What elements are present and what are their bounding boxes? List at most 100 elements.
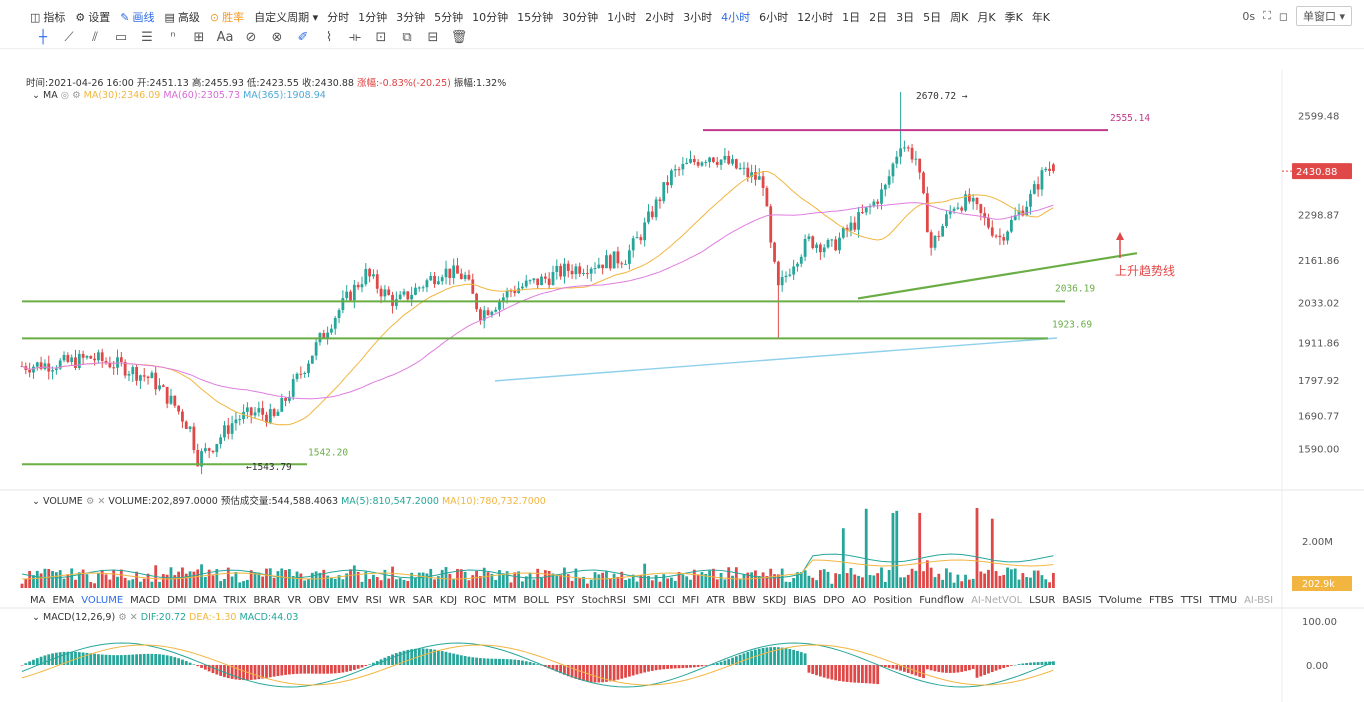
- indicator-tab[interactable]: EMA: [52, 595, 75, 606]
- indicator-tab[interactable]: ATR: [706, 595, 726, 606]
- period-tab[interactable]: 5分钟: [434, 11, 464, 24]
- period-tab[interactable]: 6小时: [759, 11, 789, 24]
- indicator-tab[interactable]: AO: [851, 595, 867, 606]
- indicator-tab[interactable]: EMV: [336, 595, 359, 606]
- indicator-tab[interactable]: BASIS: [1062, 595, 1092, 606]
- period-tab[interactable]: 10分钟: [472, 11, 509, 24]
- indicator-tab[interactable]: CCI: [657, 595, 675, 606]
- delete-icon[interactable]: 🗑: [450, 29, 468, 45]
- period-tab[interactable]: 分时: [327, 11, 350, 24]
- toolbar-item-1[interactable]: ⚙ 设置: [75, 9, 110, 25]
- window-mode-select[interactable]: 单窗口 ▾: [1295, 6, 1352, 26]
- period-tab[interactable]: 1小时: [607, 11, 637, 24]
- measure-icon[interactable]: ⊞: [193, 29, 205, 45]
- indicator-tab[interactable]: KDJ: [439, 595, 458, 606]
- indicator-tab[interactable]: MA: [30, 595, 46, 606]
- indicator-tab[interactable]: DMA: [193, 595, 217, 606]
- toolbar-item-3[interactable]: ▤ 高级: [165, 9, 200, 25]
- indicator-tab[interactable]: AI-BSI: [1244, 595, 1274, 606]
- fullscreen-icon[interactable]: ⛶: [1263, 9, 1271, 22]
- period-tab[interactable]: 1分钟: [358, 11, 388, 24]
- toolbar-item-2[interactable]: ✎ 画线: [120, 9, 154, 25]
- indicator-tab[interactable]: MFI: [681, 595, 700, 606]
- period-tab[interactable]: 季K: [1004, 11, 1023, 24]
- period-tab[interactable]: 30分钟: [562, 11, 599, 24]
- period-tab[interactable]: 3小时: [683, 11, 713, 24]
- period-tab[interactable]: 2小时: [645, 11, 675, 24]
- rectangle-icon[interactable]: ▭: [114, 29, 128, 45]
- text-icon[interactable]: Aa: [216, 29, 234, 45]
- indicator-tab[interactable]: SKDJ: [762, 595, 787, 606]
- parallel-lines-icon[interactable]: ⫽: [92, 29, 98, 45]
- fib-icon[interactable]: ⁿ: [170, 29, 176, 45]
- eye-icon[interactable]: ◎: [60, 90, 70, 101]
- screenshot-icon[interactable]: ◻: [1278, 9, 1288, 23]
- indicator-tab[interactable]: Fundflow: [919, 595, 965, 606]
- period-tab[interactable]: 3日: [896, 11, 915, 24]
- eraser-icon[interactable]: ✐: [297, 29, 309, 45]
- indicator-tab[interactable]: BIAS: [793, 595, 817, 606]
- indicator-tab[interactable]: PSY: [556, 595, 575, 606]
- horizontal-lines-icon[interactable]: ☰: [141, 29, 153, 45]
- indicator-tab[interactable]: BBW: [732, 595, 756, 606]
- collapse-icon[interactable]: ⌄: [32, 612, 40, 623]
- brush-icon[interactable]: ⌇: [325, 29, 333, 45]
- period-tab[interactable]: 12小时: [797, 11, 834, 24]
- period-tab[interactable]: 5日: [923, 11, 942, 24]
- indicator-tab[interactable]: DPO: [823, 595, 845, 606]
- indicator-tab[interactable]: BOLL: [523, 595, 550, 606]
- toolbar-item-0[interactable]: ◫ 指标: [30, 9, 65, 25]
- lock-icon[interactable]: ⊗: [271, 29, 283, 45]
- indicator-tab[interactable]: VOLUME: [81, 595, 124, 606]
- period-tab[interactable]: 年K: [1031, 11, 1051, 24]
- custom-period-dropdown[interactable]: 自定义周期 ▾: [254, 9, 318, 25]
- indicator-tab[interactable]: TTSI: [1180, 595, 1203, 606]
- position-icon[interactable]: ⊡: [375, 29, 387, 45]
- close-icon[interactable]: ✕: [129, 612, 138, 623]
- period-tab[interactable]: 15分钟: [517, 11, 554, 24]
- indicator-tab[interactable]: VR: [287, 595, 302, 606]
- indicator-tab[interactable]: TRIX: [223, 595, 247, 606]
- collapse-icon[interactable]: ⌄: [32, 496, 40, 507]
- indicator-tab[interactable]: StochRSI: [581, 595, 626, 606]
- period-tab[interactable]: 周K: [950, 11, 969, 24]
- indicator-tab[interactable]: RSI: [365, 595, 382, 606]
- clone-icon[interactable]: ⧉: [402, 29, 412, 45]
- settings-icon[interactable]: ⚙: [72, 90, 81, 101]
- period-tab[interactable]: 月K: [977, 11, 996, 24]
- collapse-icon[interactable]: ⌄: [32, 90, 40, 101]
- close-icon[interactable]: ✕: [97, 496, 106, 507]
- indicator-tab[interactable]: TTMU: [1209, 595, 1238, 606]
- settings-icon[interactable]: ⚙: [85, 496, 95, 507]
- period-tab[interactable]: 3分钟: [396, 11, 426, 24]
- indicator-tab[interactable]: AI-NetVOL: [971, 595, 1023, 606]
- template-icon[interactable]: ⊟: [427, 29, 439, 45]
- volume-bar: [601, 572, 605, 588]
- settings-icon: ⚙: [75, 10, 86, 24]
- indicator-tab[interactable]: MACD: [130, 595, 161, 606]
- indicator-tab[interactable]: DMI: [167, 595, 187, 606]
- period-tab[interactable]: 2日: [869, 11, 888, 24]
- indicator-tab[interactable]: ROC: [464, 595, 486, 606]
- indicator-tab[interactable]: OBV: [308, 595, 330, 606]
- indicator-tab[interactable]: SAR: [412, 595, 433, 606]
- indicator-tab[interactable]: BRAR: [253, 595, 281, 606]
- indicator-tab[interactable]: TVolume: [1098, 595, 1142, 606]
- candle-body: [983, 213, 987, 218]
- settings-icon[interactable]: ⚙: [118, 612, 127, 623]
- magnet-icon[interactable]: ⊘: [245, 29, 257, 45]
- crosshair-icon[interactable]: ┼: [39, 29, 47, 45]
- indicator-tab[interactable]: Position: [873, 595, 913, 606]
- indicator-tab[interactable]: MTM: [492, 595, 517, 606]
- period-tab[interactable]: 4小时: [721, 11, 751, 24]
- pattern-icon[interactable]: ⟛: [349, 29, 361, 45]
- indicator-tab[interactable]: FTBS: [1149, 595, 1174, 606]
- trend-line-icon[interactable]: ⟋: [64, 29, 74, 45]
- candle-body: [521, 286, 524, 289]
- toolbar-item-4[interactable]: ⊙ 胜率: [210, 9, 244, 25]
- macd-bar: [456, 654, 459, 665]
- indicator-tab[interactable]: WR: [388, 595, 406, 606]
- period-tab[interactable]: 1日: [842, 11, 861, 24]
- indicator-tab[interactable]: SMI: [633, 595, 651, 606]
- indicator-tab[interactable]: LSUR: [1029, 595, 1056, 606]
